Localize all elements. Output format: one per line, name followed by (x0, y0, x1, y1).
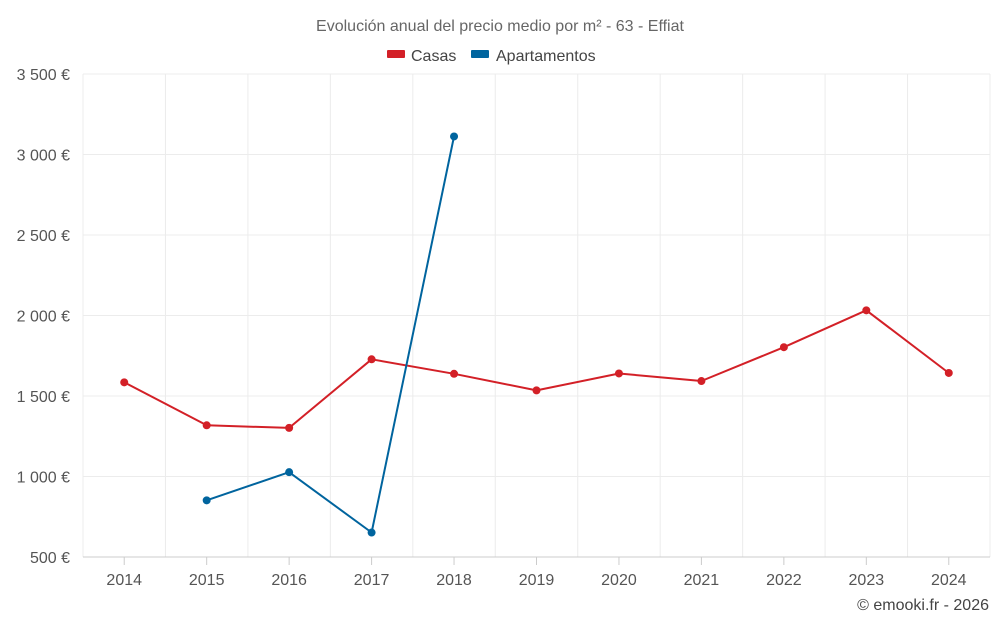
y-tick-label: 3 000 € (17, 148, 70, 165)
x-tick-label: 2021 (684, 572, 720, 589)
y-tick-label: 1 500 € (17, 389, 70, 406)
legend: Casas Apartamentos (387, 48, 596, 65)
data-point-apartamentos[interactable] (202, 496, 211, 505)
legend-swatch-casas (387, 50, 405, 58)
x-tick-label: 2014 (106, 572, 142, 589)
legend-label-casas: Casas (411, 48, 456, 65)
chart-title: Evolución anual del precio medio por m² … (316, 18, 684, 35)
data-point-casas[interactable] (367, 355, 376, 364)
data-point-casas[interactable] (120, 378, 129, 387)
legend-item-casas[interactable]: Casas (387, 48, 456, 65)
y-tick-label: 1 000 € (17, 470, 70, 487)
x-tick-label: 2017 (354, 572, 390, 589)
x-tick-label: 2023 (849, 572, 885, 589)
x-axis: 2014 2015 2016 2017 2018 2019 2020 2021 2022 2023… (83, 556, 990, 589)
data-point-casas[interactable] (779, 343, 788, 352)
data-point-casas[interactable] (614, 369, 623, 378)
legend-item-apartamentos[interactable]: Apartamentos (471, 48, 596, 65)
series-casas (120, 306, 953, 432)
x-tick-label: 2018 (436, 572, 472, 589)
y-tick-label: 2 500 € (17, 228, 70, 245)
data-point-casas[interactable] (202, 421, 211, 430)
x-tick-label: 2019 (519, 572, 555, 589)
y-tick-label: 500 € (30, 550, 70, 567)
x-tick-label: 2016 (271, 572, 307, 589)
x-tick-label: 2015 (189, 572, 225, 589)
data-point-apartamentos[interactable] (450, 132, 459, 141)
credit-text: © emooki.fr - 2026 (857, 597, 989, 614)
y-tick-label: 3 500 € (17, 67, 70, 84)
series-apartamentos (202, 132, 459, 537)
legend-swatch-apartamentos (471, 50, 489, 58)
data-point-casas[interactable] (697, 377, 706, 386)
data-point-casas[interactable] (532, 386, 541, 395)
data-point-apartamentos[interactable] (285, 468, 294, 477)
legend-label-apartamentos: Apartamentos (496, 48, 596, 65)
y-axis: 500 € 1 000 € 1 500 € 2 000 € 2 500 € 3 000 €… (17, 67, 70, 567)
series-layer (120, 132, 953, 537)
y-tick-label: 2 000 € (17, 309, 70, 326)
data-point-casas[interactable] (285, 423, 294, 432)
data-point-casas[interactable] (862, 306, 871, 315)
series-line-apartamentos (206, 136, 455, 534)
data-point-casas[interactable] (944, 368, 953, 377)
x-tick-label: 2020 (601, 572, 637, 589)
grid (82, 73, 991, 558)
x-tick-label: 2022 (766, 572, 802, 589)
data-point-casas[interactable] (450, 369, 459, 378)
x-tick-label: 2024 (931, 572, 967, 589)
data-point-apartamentos[interactable] (367, 528, 376, 537)
